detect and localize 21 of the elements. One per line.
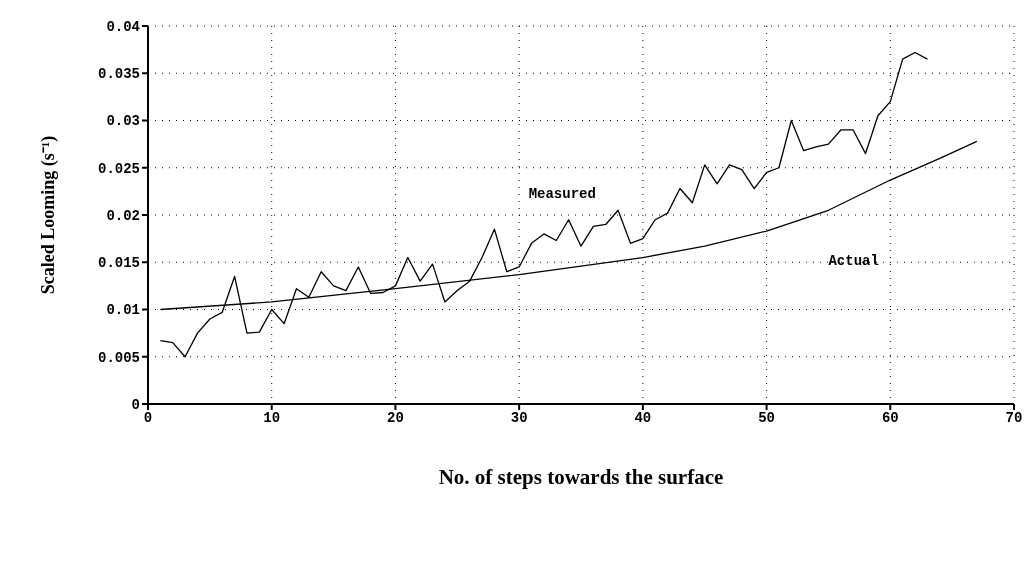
x-tick-label: 20: [387, 409, 404, 426]
y-tick-label: 0.01: [106, 302, 140, 319]
y-tick-label: 0.02: [106, 207, 140, 224]
y-tick-label: 0.005: [97, 349, 140, 366]
y-axis-title: Scaled Looming (s⁻¹): [38, 135, 60, 295]
x-tick-label: 30: [510, 409, 528, 426]
series-label: Measured: [528, 185, 596, 202]
x-axis-title: No. of steps towards the surface: [438, 465, 724, 489]
x-tick-label: 40: [634, 409, 652, 426]
y-tick-label: 0.04: [106, 18, 140, 35]
x-tick-label: 10: [263, 409, 281, 426]
y-tick-label: 0.03: [106, 113, 140, 130]
text: Actual: [828, 253, 879, 270]
y-tick-label: 0.015: [97, 255, 140, 272]
x-tick-label: 60: [881, 409, 899, 426]
x-tick-label: 0: [143, 409, 153, 426]
y-tick-label: 0: [131, 396, 140, 413]
y-tick-label: 0.035: [97, 66, 140, 83]
x-tick-label: 70: [1005, 409, 1023, 426]
y-tick-label: 0.025: [97, 160, 140, 177]
x-tick-label: 50: [758, 409, 775, 426]
